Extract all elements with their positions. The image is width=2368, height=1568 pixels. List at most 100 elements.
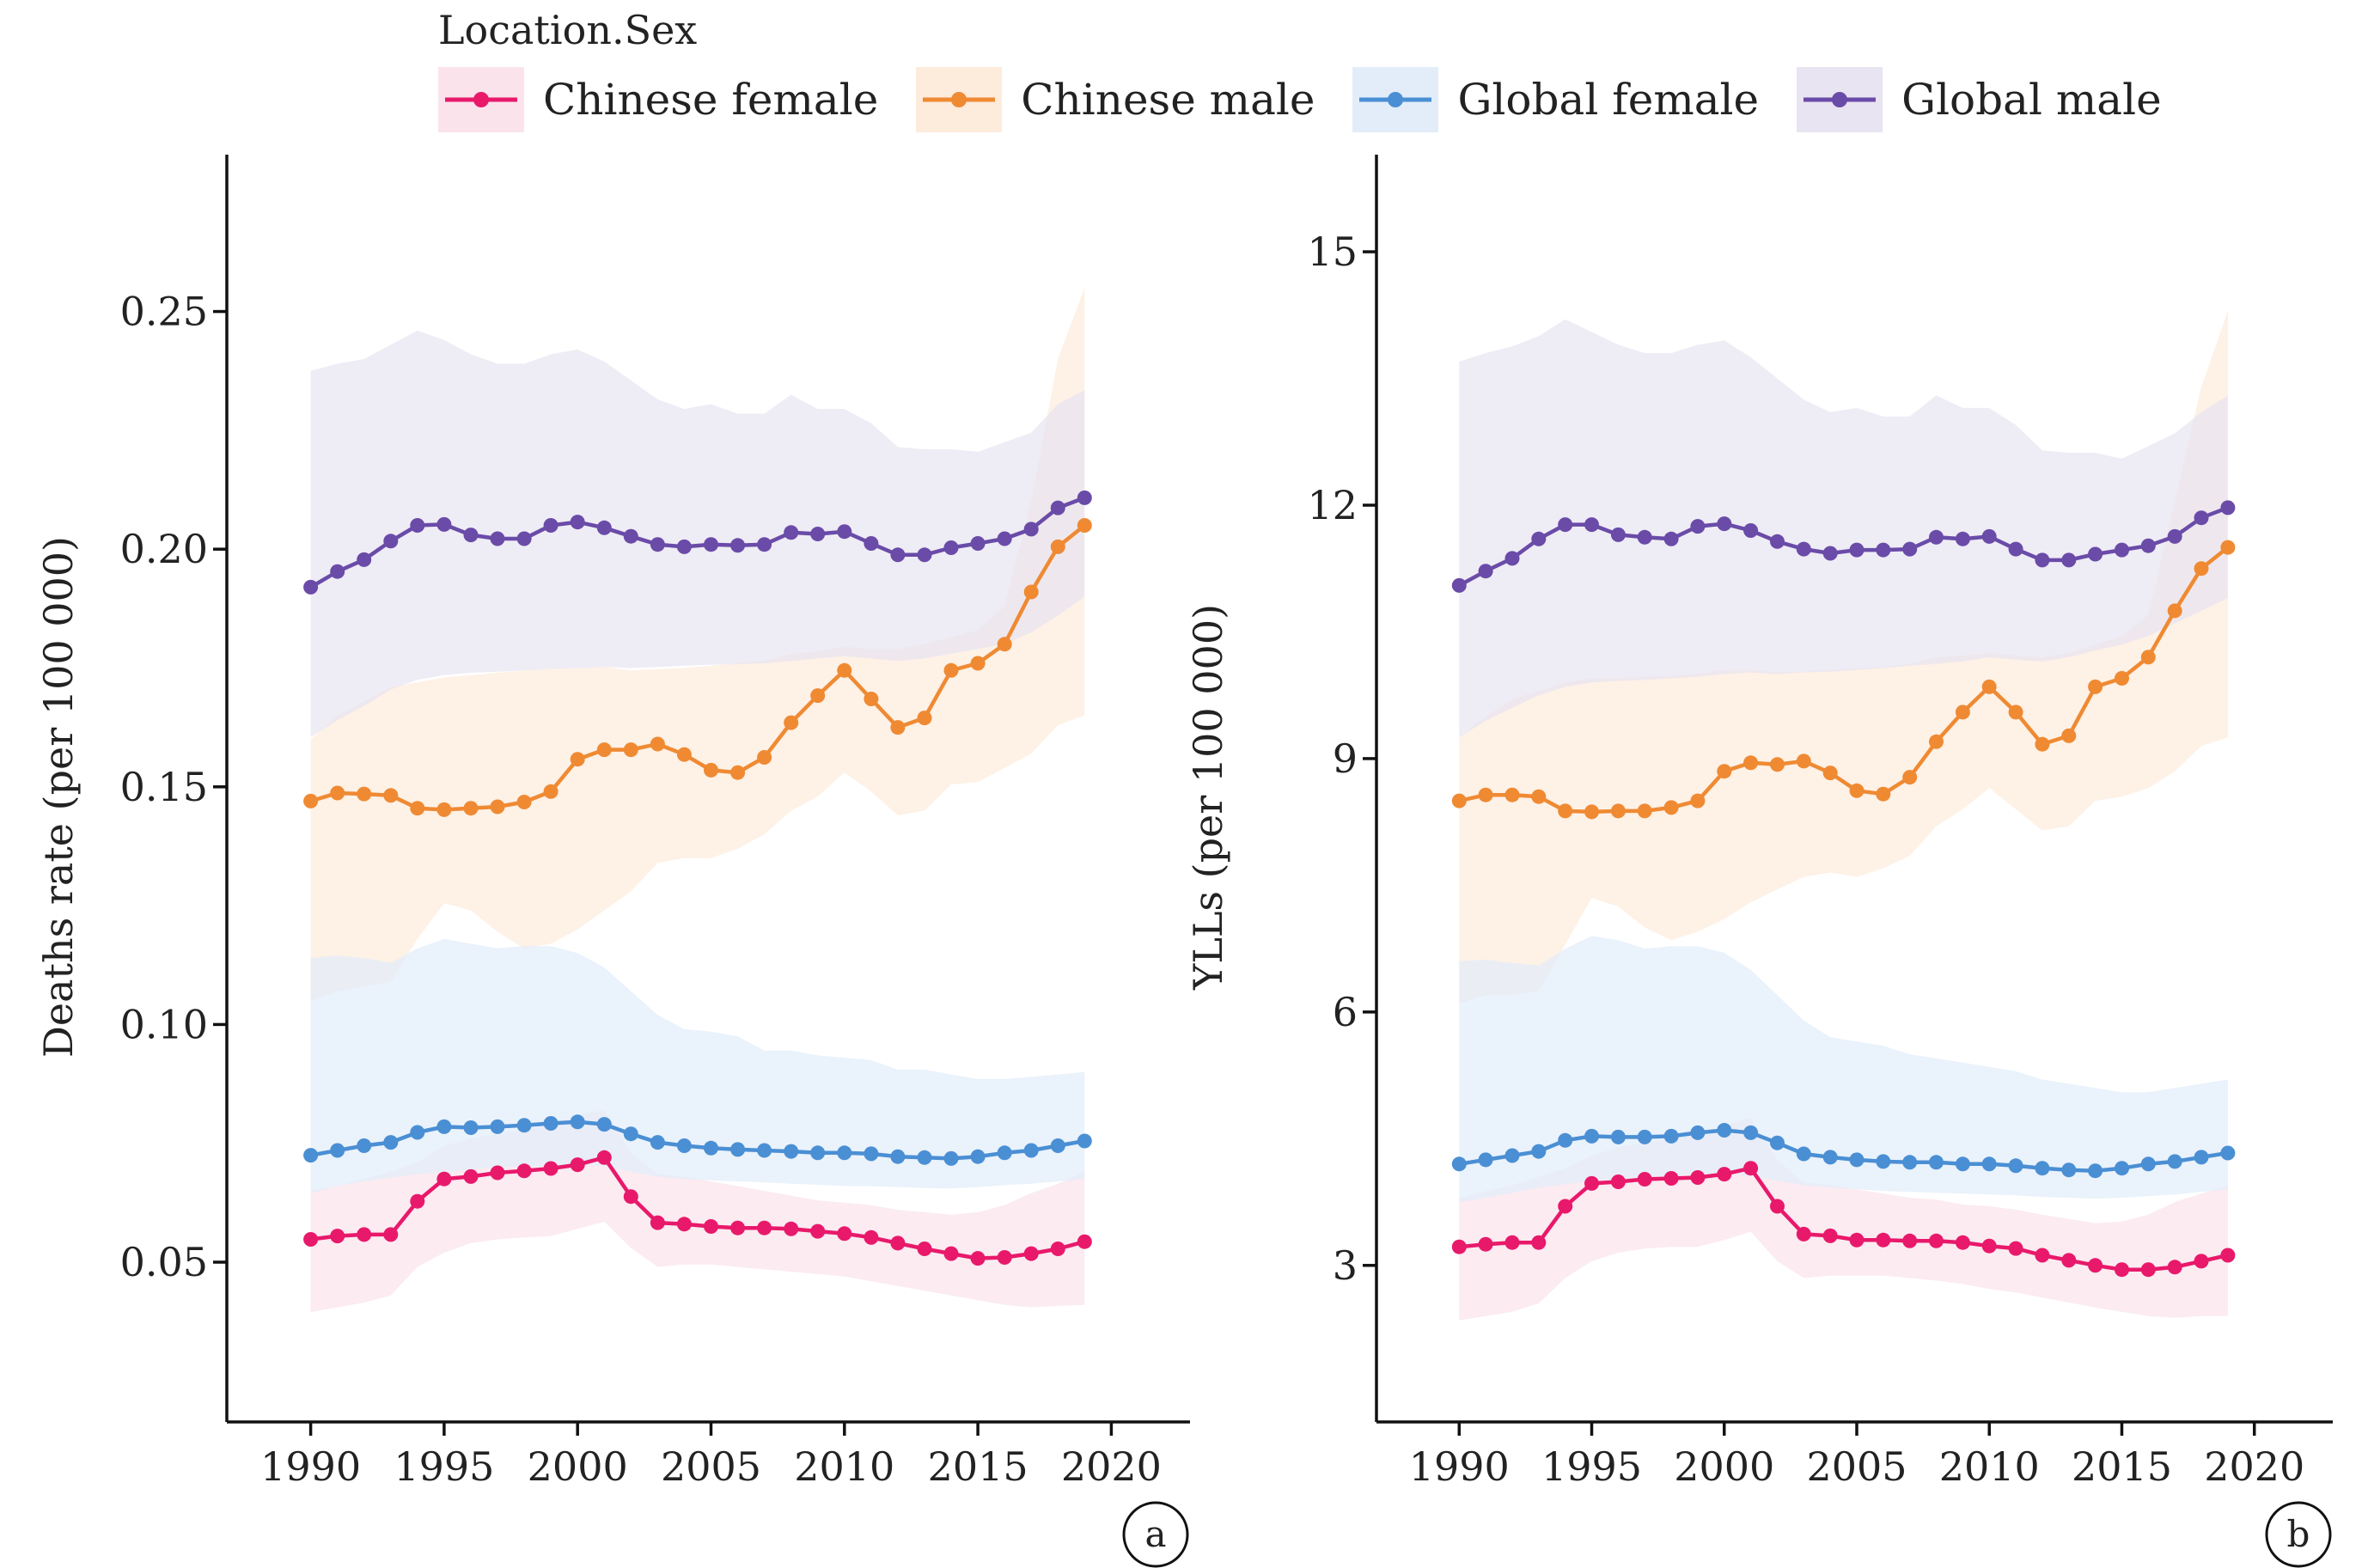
data-point (543, 1161, 558, 1176)
data-point (917, 1242, 932, 1256)
data-point (2008, 705, 2023, 720)
data-point (704, 1140, 718, 1156)
data-point (357, 1227, 372, 1242)
y-tick-label: 3 (1333, 1242, 1358, 1289)
data-point (1504, 1235, 1520, 1250)
data-point (2194, 1150, 2209, 1165)
legend-item-chinese-female[interactable]: Chinese female (438, 67, 878, 132)
data-point (1478, 787, 1493, 802)
data-point (1717, 1167, 1732, 1182)
data-point (303, 1232, 319, 1247)
data-point (303, 579, 319, 595)
legend: Chinese female Chinese male Global femal… (438, 67, 2200, 132)
data-point (1663, 1128, 1679, 1144)
data-point (436, 1119, 452, 1134)
data-point (1876, 786, 1891, 802)
data-point (2194, 561, 2209, 577)
data-point (1743, 755, 1759, 771)
data-point (784, 1221, 799, 1236)
data-point (1023, 1246, 1039, 1261)
x-tick-label: 2005 (661, 1443, 761, 1490)
legend-item-global-male[interactable]: Global male (1797, 67, 2162, 132)
x-tick-label: 2010 (794, 1443, 894, 1490)
legend-item-chinese-male[interactable]: Chinese male (916, 67, 1315, 132)
data-point (1929, 734, 1944, 749)
data-point (2167, 1154, 2182, 1169)
data-point (784, 525, 799, 540)
data-point (1690, 1170, 1706, 1185)
data-point (1876, 542, 1891, 558)
axes: 1990 1995 2000 2005 2010 2015 2020 0.05 0.10 0.15… (120, 155, 1190, 1490)
data-point (864, 1229, 879, 1245)
data-point (1610, 1174, 1626, 1189)
data-point (784, 715, 799, 730)
legend-marker (951, 92, 967, 107)
series-global-male (1451, 500, 2236, 593)
data-point (436, 1171, 452, 1187)
y-tick-label: 6 (1333, 989, 1358, 1035)
data-point (2167, 1260, 2182, 1275)
data-point (2115, 1262, 2129, 1278)
legend-marker (1388, 92, 1404, 107)
data-point (864, 1146, 879, 1162)
data-point (570, 515, 585, 530)
x-tick-label: 2020 (1061, 1443, 1162, 1490)
data-point (1663, 1171, 1679, 1186)
data-point (650, 537, 665, 552)
data-point (623, 1126, 638, 1142)
x-tick-label: 2020 (2204, 1443, 2304, 1490)
data-point (917, 547, 932, 563)
data-point (1902, 1233, 1918, 1248)
data-point (463, 801, 479, 816)
data-point (463, 528, 479, 543)
data-point (383, 534, 399, 549)
data-point (2088, 1163, 2103, 1179)
data-point (970, 536, 986, 551)
data-point (570, 1157, 585, 1173)
data-point (1822, 546, 1838, 561)
data-point (837, 1145, 852, 1161)
data-point (704, 1219, 718, 1234)
data-point (1050, 539, 1065, 554)
legend-marker (473, 92, 489, 107)
data-point (2088, 679, 2103, 694)
data-point (436, 516, 452, 532)
legend-item-global-female[interactable]: Global female (1352, 67, 1759, 132)
data-point (623, 528, 638, 544)
data-point (1849, 542, 1864, 558)
data-point (943, 1150, 959, 1166)
data-point (730, 1220, 746, 1235)
data-point (943, 662, 959, 678)
data-point (1531, 1144, 1547, 1159)
panel-label-circle (2265, 1501, 2332, 1568)
data-point (943, 1246, 959, 1261)
data-point (1558, 1199, 1573, 1214)
data-point (1770, 757, 1785, 772)
data-point (650, 736, 665, 752)
data-point (676, 1217, 692, 1232)
data-point (1531, 531, 1547, 546)
data-point (357, 1138, 372, 1153)
data-point (1849, 783, 1864, 798)
data-point (1584, 804, 1599, 820)
data-point (1610, 527, 1626, 542)
data-point (1610, 1129, 1626, 1144)
data-point (2220, 1145, 2236, 1161)
data-point (1902, 1155, 1918, 1170)
data-point (543, 518, 558, 533)
data-point (1822, 1150, 1838, 1165)
data-point (1558, 1132, 1573, 1148)
y-tick-label: 0.10 (120, 1001, 208, 1047)
legend-label: Chinese male (1021, 75, 1315, 125)
band-global-female (310, 938, 1085, 1193)
data-point (1717, 1123, 1732, 1138)
data-point (623, 1189, 638, 1205)
axes: 1990 1995 2000 2005 2010 2015 2020 3 6 9 12 15 (1307, 155, 2333, 1490)
data-point (543, 1116, 558, 1131)
data-point (2140, 1156, 2156, 1172)
data-point (1077, 1234, 1092, 1249)
data-point (970, 1251, 986, 1266)
data-point (1902, 770, 1918, 785)
panel-label-circle (1122, 1501, 1189, 1568)
series-chinese-female (303, 1150, 1092, 1266)
